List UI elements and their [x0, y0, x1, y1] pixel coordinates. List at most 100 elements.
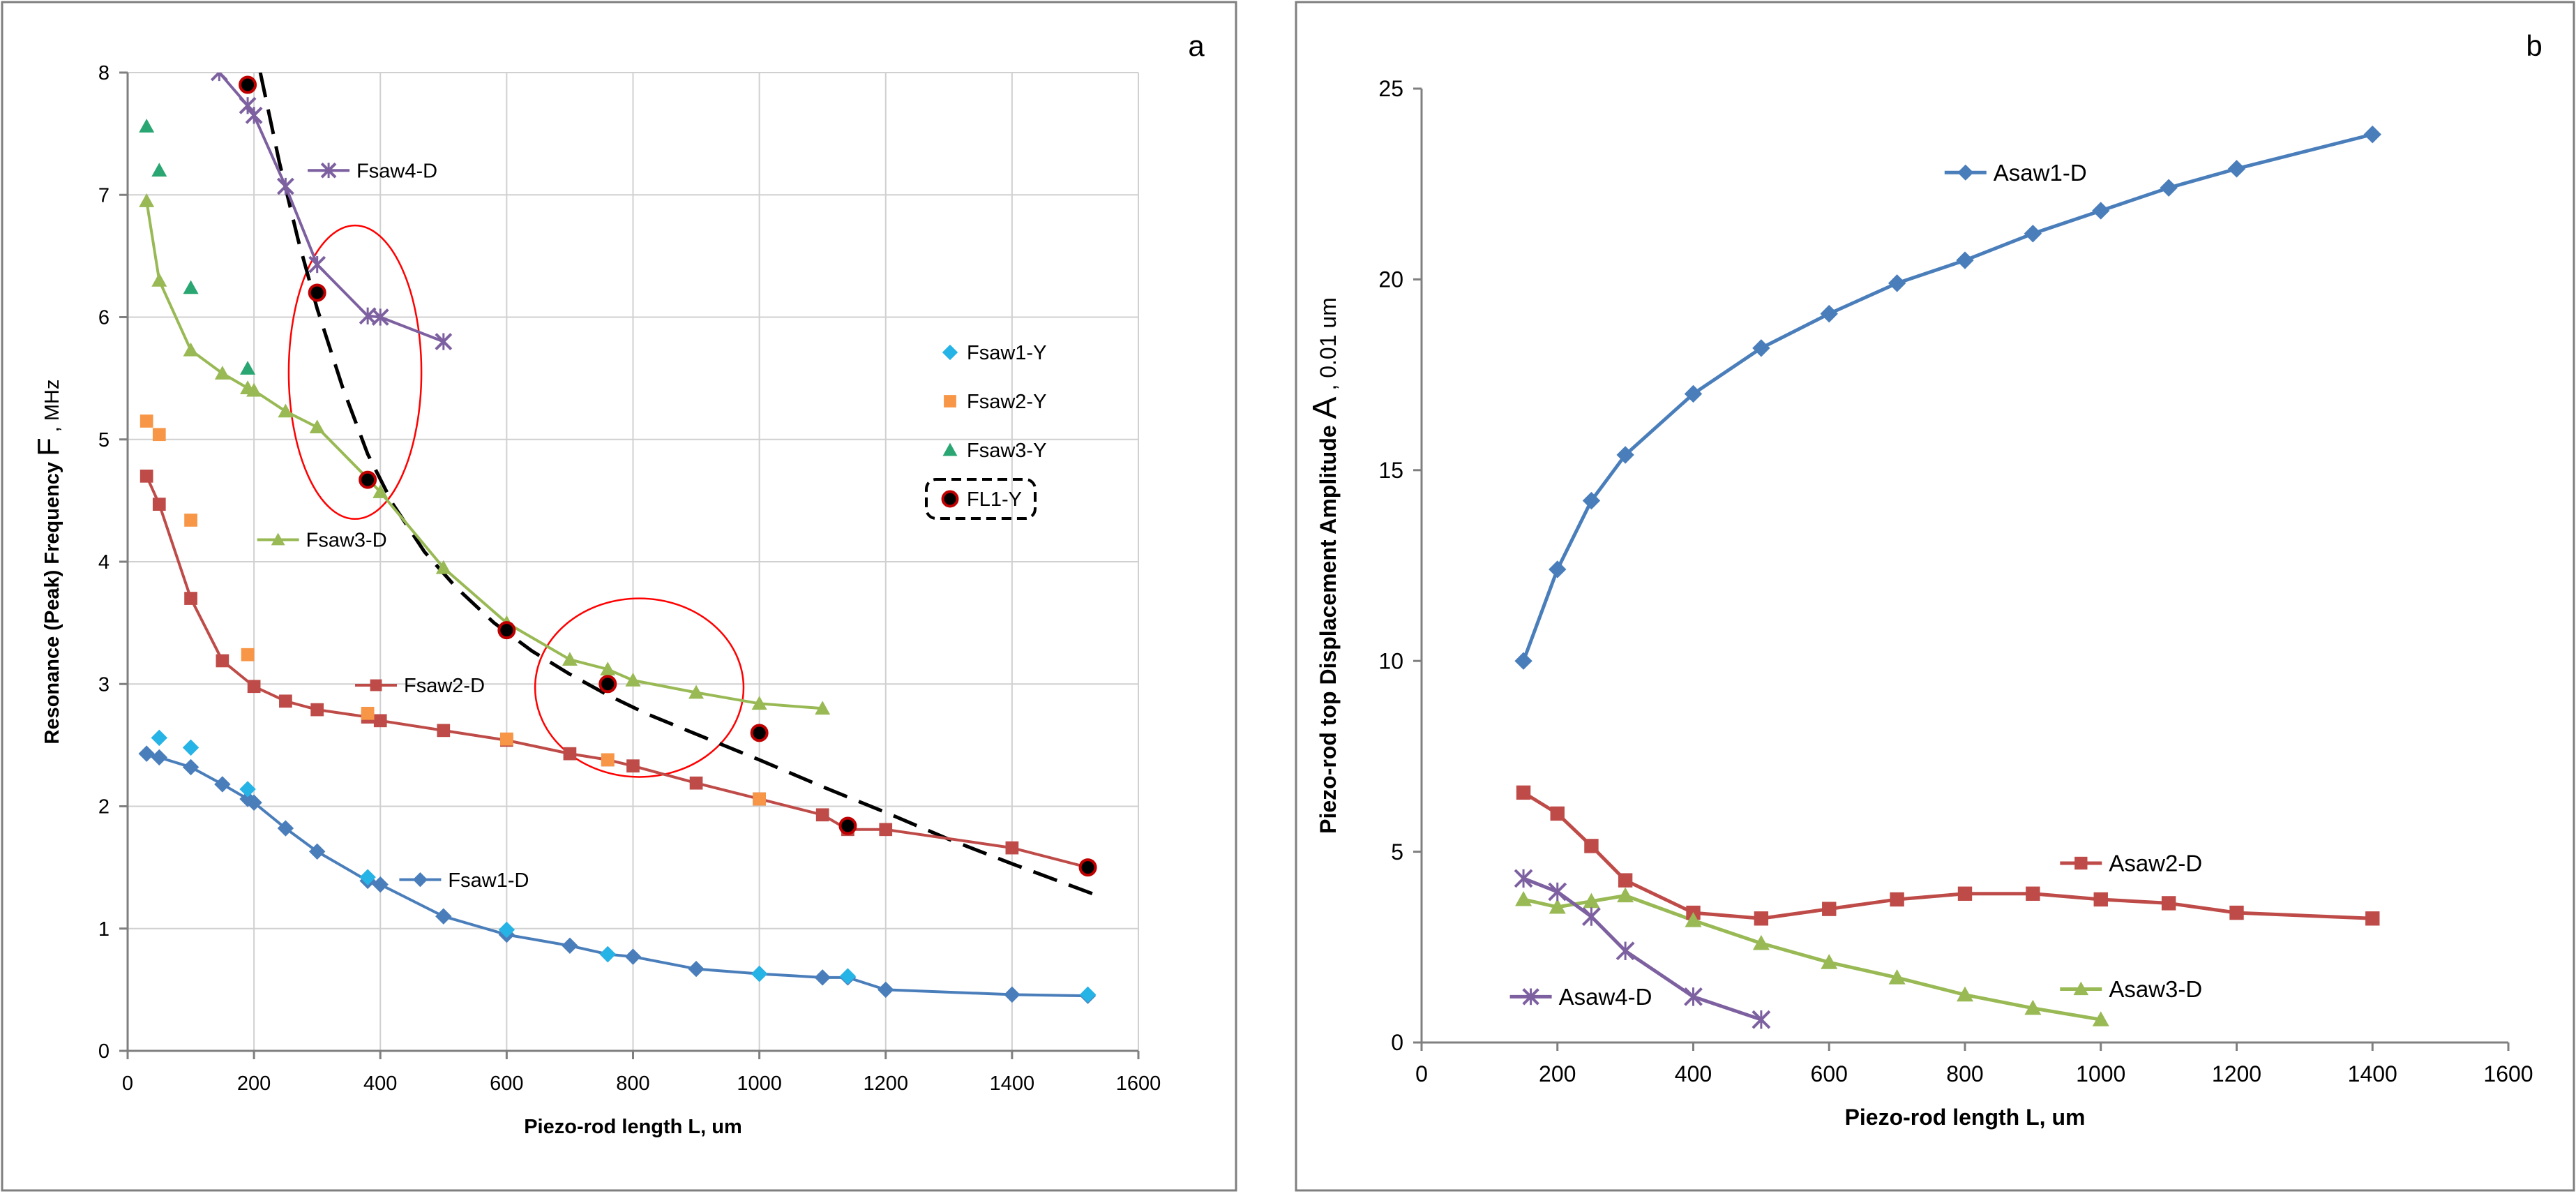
series-label-text: Fsaw2-D: [404, 675, 485, 697]
y-axis-title: Piezo-rod top Displacement Amplitude A ,…: [1306, 297, 1343, 834]
data-point: [1582, 907, 1601, 926]
data-point: [139, 119, 155, 133]
x-tick-label: 1200: [863, 1072, 908, 1095]
legend-marker: [942, 442, 958, 456]
series-label-fsaw1-d: Fsaw1-D: [399, 869, 529, 892]
data-point: [498, 921, 515, 939]
data-point: [435, 333, 453, 350]
data-point: [1549, 898, 1566, 914]
data-point: [1617, 887, 1634, 903]
highlight-ellipse-2: [534, 597, 745, 778]
data-point: [879, 823, 893, 837]
data-point: [183, 280, 199, 294]
data-point: [1550, 806, 1565, 821]
series-points-fsaw3-y: [139, 119, 256, 375]
data-point: [1890, 892, 1904, 907]
x-tick-label: 0: [1415, 1061, 1428, 1086]
data-point: [152, 428, 166, 442]
plot-area: [1514, 125, 2381, 1029]
legend-item-fl1-y: FL1-Y: [925, 478, 1037, 520]
data-point: [246, 794, 262, 811]
panel-border: [1295, 1, 2575, 1192]
data-point: [1005, 841, 1019, 855]
data-point: [276, 177, 294, 195]
data-point: [626, 759, 640, 773]
data-point: [140, 469, 153, 483]
x-tick-label: 800: [1946, 1061, 1983, 1086]
data-point: [240, 361, 256, 375]
y-tick-label: 2: [98, 796, 110, 818]
data-point: [2160, 179, 2178, 197]
fit-curve-dashed: [258, 73, 1095, 897]
data-point: [1821, 954, 1838, 969]
series-label-fsaw3-d: Fsaw3-D: [257, 530, 387, 552]
series-points-fsaw2-y: [140, 414, 766, 806]
data-point: [1752, 934, 1770, 950]
series-points-asaw1-d: [1514, 125, 2381, 670]
data-point: [625, 672, 641, 687]
data-point: [1548, 882, 1567, 902]
y-tick-label: 0: [1391, 1030, 1403, 1055]
data-point: [140, 414, 153, 428]
y-tick-label: 7: [98, 184, 110, 207]
data-point: [2229, 905, 2244, 920]
legend-label: Fsaw1-Y: [967, 342, 1046, 364]
data-point: [1078, 858, 1097, 877]
legend-item-fsaw1-y: Fsaw1-Y: [942, 342, 1046, 364]
x-tick-label: 1400: [2348, 1061, 2397, 1086]
x-tick-label: 600: [1811, 1061, 1848, 1086]
data-point: [497, 621, 516, 640]
data-point: [2092, 202, 2110, 220]
data-point: [1079, 986, 1097, 1003]
series-label-asaw2-d: Asaw2-D: [2060, 851, 2202, 876]
series-line-fsaw1-d: [146, 752, 1088, 998]
series-label-text: Fsaw4-D: [356, 160, 437, 182]
data-point: [310, 703, 324, 717]
data-point: [1584, 839, 1599, 853]
data-point: [151, 749, 167, 766]
data-point: [184, 592, 197, 605]
data-point: [151, 729, 167, 747]
data-point: [373, 714, 387, 728]
data-point: [308, 283, 326, 302]
data-point: [435, 908, 452, 925]
data-point: [2092, 1011, 2109, 1026]
data-point: [151, 272, 167, 287]
series-label-asaw3-d: Asaw3-D: [2060, 976, 2202, 1002]
data-point: [210, 73, 228, 82]
data-point: [562, 652, 578, 666]
data-point: [878, 981, 894, 999]
highlight-ellipse-1: [287, 224, 423, 520]
plot-area: [138, 73, 1097, 1004]
series-label-asaw4-d: Asaw4-D: [1509, 984, 1652, 1010]
data-point: [2365, 911, 2380, 926]
data-point: [1685, 912, 1702, 927]
legend-marker: [944, 395, 956, 408]
data-point: [435, 560, 451, 574]
data-point: [1515, 890, 1532, 906]
data-point: [814, 969, 831, 986]
data-point: [1888, 969, 1906, 985]
y-tick-label: 20: [1378, 267, 1403, 292]
x-tick-label: 0: [122, 1072, 133, 1095]
data-point: [815, 808, 829, 822]
y-axis-title-main: Resonance (Peak) Frequency: [41, 456, 63, 745]
chart-a: 0 200 400 600 800 1000 1200 1400 1600 0 1 2 3 4 5 6 7 8 Pi…: [1, 1, 1237, 1192]
data-point: [246, 382, 262, 397]
x-tick-labels: 0 200 400 600 800 1000 1200 1400 1600: [122, 1051, 1161, 1095]
data-point: [2024, 999, 2042, 1015]
data-point: [1822, 902, 1837, 916]
data-point: [1957, 986, 1973, 1002]
panel-label: b: [2526, 29, 2542, 62]
legend-label: Fsaw3-Y: [967, 440, 1046, 462]
data-point: [753, 792, 766, 806]
data-point: [2024, 225, 2042, 243]
series-label-text: Asaw1-D: [1994, 160, 2087, 186]
data-point: [245, 106, 263, 124]
data-point: [361, 706, 375, 720]
data-point: [2227, 160, 2246, 178]
data-point: [1583, 892, 1600, 909]
y-tick-label: 10: [1378, 648, 1403, 673]
data-point: [184, 514, 197, 527]
data-point: [1752, 339, 1770, 357]
